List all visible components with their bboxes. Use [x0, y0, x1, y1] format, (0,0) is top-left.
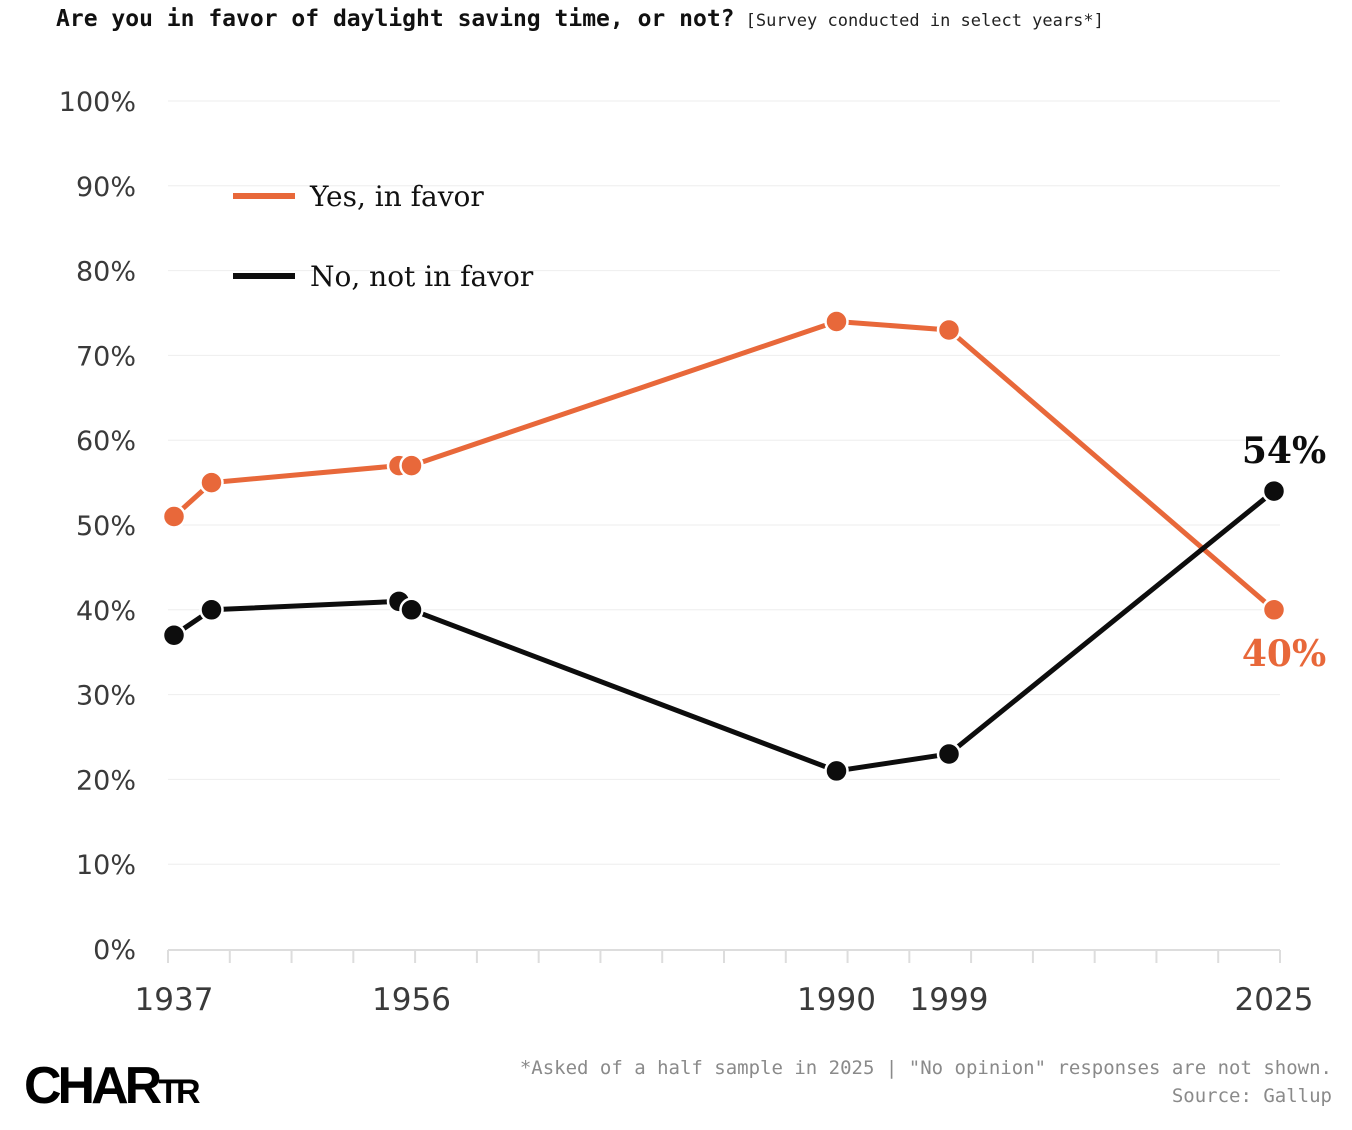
end-label-no: 54%: [1242, 430, 1326, 472]
x-tick-label: 1999: [910, 982, 989, 1018]
data-point: [1261, 478, 1287, 504]
series-line: [172, 489, 1276, 774]
footnote-note: *Asked of a half sample in 2025 | "No op…: [519, 1057, 1332, 1079]
footnote: *Asked of a half sample in 2025 | "No op…: [520, 1054, 1332, 1110]
x-tick-label: 1990: [797, 982, 876, 1018]
logo-text: CHAR: [24, 1057, 162, 1115]
end-label-yes: 40%: [1242, 633, 1326, 675]
y-tick-label: 40%: [76, 596, 136, 627]
y-tick-label: 90%: [76, 172, 136, 203]
x-tick-label: 1937: [135, 982, 214, 1018]
legend-label: No, not in favor: [310, 260, 534, 293]
y-tick-label: 20%: [76, 765, 136, 796]
data-point: [399, 453, 424, 478]
x-tick-label: 1956: [372, 982, 451, 1018]
chartr-logo: CHARTR: [24, 1057, 201, 1120]
chart-title: Are you in favor of daylight saving time…: [56, 6, 735, 32]
y-tick-label: 30%: [76, 681, 136, 712]
data-point: [824, 309, 849, 334]
data-point: [199, 597, 224, 623]
chart-subtitle: [Survey conducted in select years*]: [745, 11, 1104, 31]
data-point: [936, 741, 962, 767]
y-tick-label: 10%: [76, 850, 136, 881]
title-row: Are you in favor of daylight saving time…: [56, 6, 1104, 32]
y-tick-label: 0%: [93, 935, 136, 966]
logo-text-small: TR: [158, 1073, 200, 1111]
footnote-source: Source: Gallup: [1171, 1085, 1332, 1107]
data-point: [161, 504, 187, 529]
data-point: [1261, 597, 1287, 623]
y-tick-label: 70%: [76, 341, 136, 372]
data-point: [936, 317, 962, 343]
data-point: [399, 597, 424, 623]
y-tick-label: 100%: [59, 87, 136, 118]
y-tick-label: 80%: [76, 257, 136, 288]
x-tick-label: 2025: [1235, 982, 1314, 1018]
y-tick-label: 50%: [76, 511, 136, 542]
series-line: [172, 318, 1276, 612]
y-tick-label: 60%: [76, 426, 136, 457]
legend-label: Yes, in favor: [309, 180, 484, 213]
data-point: [161, 622, 187, 648]
data-point: [824, 758, 849, 784]
data-point: [199, 470, 224, 495]
